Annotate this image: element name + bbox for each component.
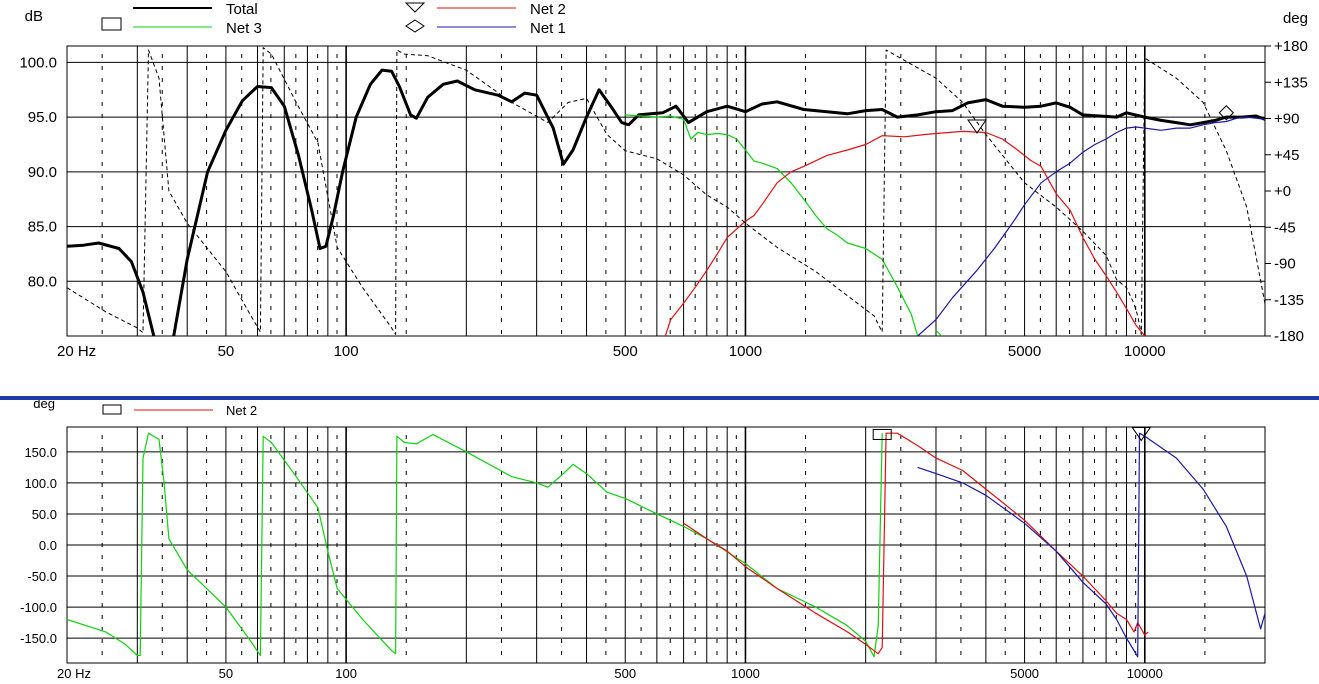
series-line-net-1 [917, 116, 1265, 336]
panel-separator [0, 396, 1319, 400]
y2-tick-label: +45 [1274, 147, 1299, 164]
y-tick-label: 80.0 [28, 273, 57, 290]
y2-tick-label: +0 [1274, 183, 1291, 200]
y-tick-label: -100.0 [20, 600, 57, 615]
marker-diamond [1218, 105, 1235, 121]
y2-tick-label: -45 [1274, 219, 1296, 236]
y-tick-label: -150.0 [20, 631, 57, 646]
y-axis-label: dB [25, 8, 43, 25]
series-line-net-2 [683, 432, 1149, 655]
legend-swatch-box [101, 17, 122, 31]
marker-square [872, 428, 892, 440]
x-tick-label: 5000 [1010, 666, 1039, 681]
x-tick-label: 10000 [1124, 343, 1166, 360]
marker-triangle [967, 119, 987, 134]
legend-label-net2: Net 2 [530, 1, 566, 18]
series-line-net-2 [664, 130, 1146, 336]
y2-tick-label: +90 [1274, 111, 1299, 128]
x-tick-label: 20 Hz [57, 343, 96, 360]
x-tick-label: 100 [335, 666, 357, 681]
y2-tick-label: -90 [1274, 256, 1296, 273]
plot-frame [66, 45, 1266, 337]
legend-diamond-icon [405, 19, 425, 33]
y-tick-label: 90.0 [28, 164, 57, 181]
marker-triangle [1131, 426, 1152, 442]
series-line-net-3 [625, 114, 943, 336]
y-tick-label: 95.0 [28, 109, 57, 126]
legend-swatch-box [102, 404, 122, 415]
series-line-net-1 [917, 432, 1265, 658]
y2-tick-label: -135 [1274, 292, 1304, 309]
series-line-total [67, 68, 1265, 336]
x-tick-label: 50 [219, 666, 233, 681]
legend-label-net1: Net 1 [530, 20, 566, 37]
x-tick-label: 10000 [1127, 666, 1163, 681]
y2-axis-label: deg [1283, 10, 1308, 27]
y-tick-label: -50.0 [27, 569, 57, 584]
y-tick-label: 50.0 [32, 507, 57, 522]
y-tick-label: 100.0 [24, 476, 57, 491]
legend-triangle-icon [404, 2, 426, 13]
x-tick-label: 500 [614, 666, 636, 681]
legend-label-net2: Net 2 [226, 403, 257, 418]
y-tick-label: 100.0 [19, 54, 57, 71]
x-tick-label: 1000 [729, 343, 762, 360]
y2-tick-label: +180 [1274, 38, 1308, 55]
series-line-phase [67, 47, 1265, 335]
y-tick-label: 85.0 [28, 219, 57, 236]
x-tick-label: 500 [613, 343, 638, 360]
legend-label-net3: Net 3 [226, 20, 262, 37]
y2-tick-label: -180 [1274, 328, 1304, 345]
x-tick-label: 100 [334, 343, 359, 360]
legend-label-total: Total [226, 1, 258, 18]
x-tick-label: 50 [218, 343, 235, 360]
y2-tick-label: +135 [1274, 74, 1308, 91]
y-tick-label: 0.0 [39, 538, 57, 553]
x-tick-label: 5000 [1008, 343, 1041, 360]
x-tick-label: 20 Hz [57, 666, 91, 681]
y-tick-label: 150.0 [24, 445, 57, 460]
x-tick-label: 1000 [731, 666, 760, 681]
